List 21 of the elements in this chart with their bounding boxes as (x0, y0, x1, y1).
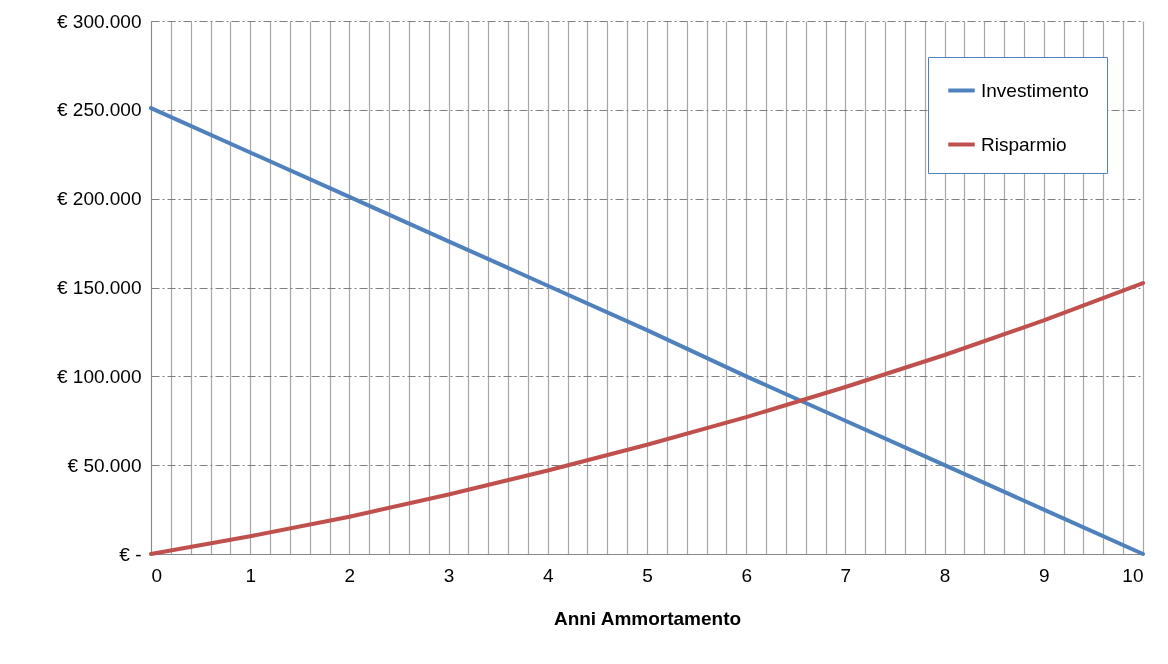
x-tick-label: 5 (642, 564, 653, 586)
x-tick-label: 6 (741, 564, 752, 586)
x-tick-label: 8 (939, 564, 951, 586)
legend-label: Investimento (981, 79, 1089, 101)
x-tick-label: 9 (1039, 564, 1050, 586)
y-tick-label: € 300.000 (56, 10, 142, 32)
y-tick-label: € 150.000 (56, 277, 142, 298)
x-axis-title: Anni Ammortamento (553, 607, 742, 629)
legend-label: Risparmio (981, 133, 1067, 155)
y-tick-label: € 50.000 (67, 454, 142, 476)
x-tick-label: 0 (151, 564, 163, 586)
x-tick-label: 3 (443, 564, 455, 586)
y-tick-label: € 200.000 (56, 188, 142, 210)
x-tick-label: 4 (543, 564, 555, 586)
x-tick-label: 10 (1122, 564, 1144, 586)
y-tick-label: € 250.000 (56, 99, 142, 121)
x-tick-label: 1 (245, 564, 256, 586)
x-tick-label: 7 (840, 564, 852, 586)
x-tick-label: 2 (344, 564, 356, 586)
y-tick-label: € - (119, 543, 142, 565)
y-tick-label: € 100.000 (56, 365, 142, 387)
